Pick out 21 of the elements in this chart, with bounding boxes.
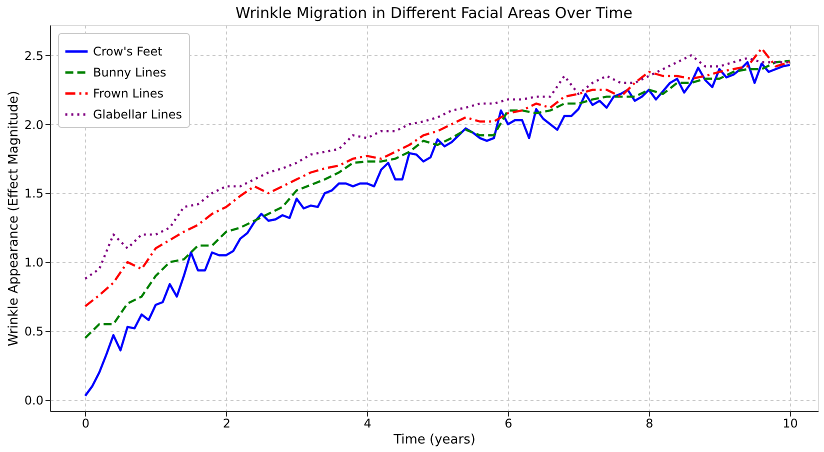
legend-label: Frown Lines [93, 86, 164, 100]
legend-label: Bunny Lines [93, 66, 166, 80]
line-series [84, 61, 791, 397]
y-tick-label: 0.0 [24, 393, 44, 408]
line-series [84, 60, 791, 340]
x-tick-label: 8 [646, 416, 654, 430]
y-tick-label: 1.0 [24, 256, 44, 270]
chart-title: Wrinkle Migration in Different Facial Areas Over Time [236, 4, 632, 22]
x-tick-label: 10 [782, 416, 798, 430]
x-tick-label: 0 [82, 416, 90, 430]
y-tick-label: 0.5 [24, 324, 44, 339]
x-tick-label: 4 [364, 416, 372, 430]
x-tick-label: 2 [222, 416, 230, 430]
y-axis-title: Wrinkle Appearance (Effect Magnitude) [6, 90, 22, 346]
legend-label: Glabellar Lines [93, 108, 182, 122]
y-tick-label: 2.0 [24, 118, 44, 132]
legend-label: Crow's Feet [93, 44, 163, 58]
y-tick-label: 2.5 [24, 48, 44, 63]
x-axis-title: Time (years) [392, 432, 476, 448]
x-tick-label: 6 [504, 416, 512, 430]
y-tick-label: 1.5 [24, 186, 44, 201]
